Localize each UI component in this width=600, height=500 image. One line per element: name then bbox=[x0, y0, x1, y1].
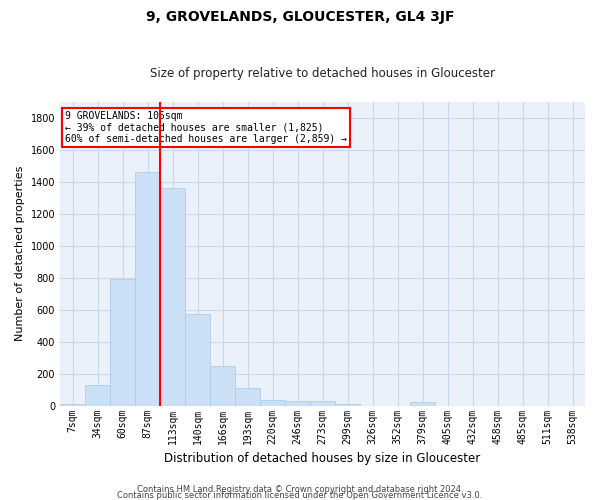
Text: 9, GROVELANDS, GLOUCESTER, GL4 3JF: 9, GROVELANDS, GLOUCESTER, GL4 3JF bbox=[146, 10, 454, 24]
Y-axis label: Number of detached properties: Number of detached properties bbox=[15, 166, 25, 342]
Text: Contains HM Land Registry data © Crown copyright and database right 2024.: Contains HM Land Registry data © Crown c… bbox=[137, 484, 463, 494]
X-axis label: Distribution of detached houses by size in Gloucester: Distribution of detached houses by size … bbox=[164, 452, 481, 465]
Bar bbox=[60, 404, 85, 406]
Bar bbox=[310, 401, 335, 406]
Title: Size of property relative to detached houses in Gloucester: Size of property relative to detached ho… bbox=[150, 66, 495, 80]
Text: 9 GROVELANDS: 105sqm
← 39% of detached houses are smaller (1,825)
60% of semi-de: 9 GROVELANDS: 105sqm ← 39% of detached h… bbox=[65, 110, 347, 144]
Bar bbox=[260, 400, 285, 406]
Text: Contains public sector information licensed under the Open Government Licence v3: Contains public sector information licen… bbox=[118, 490, 482, 500]
Bar bbox=[110, 279, 135, 406]
Bar bbox=[135, 172, 160, 406]
Bar bbox=[85, 385, 110, 406]
Bar bbox=[410, 402, 435, 406]
Bar bbox=[285, 401, 310, 406]
Bar bbox=[210, 366, 235, 406]
Bar bbox=[160, 188, 185, 406]
Bar bbox=[235, 388, 260, 406]
Bar bbox=[335, 404, 360, 406]
Bar bbox=[185, 314, 210, 406]
